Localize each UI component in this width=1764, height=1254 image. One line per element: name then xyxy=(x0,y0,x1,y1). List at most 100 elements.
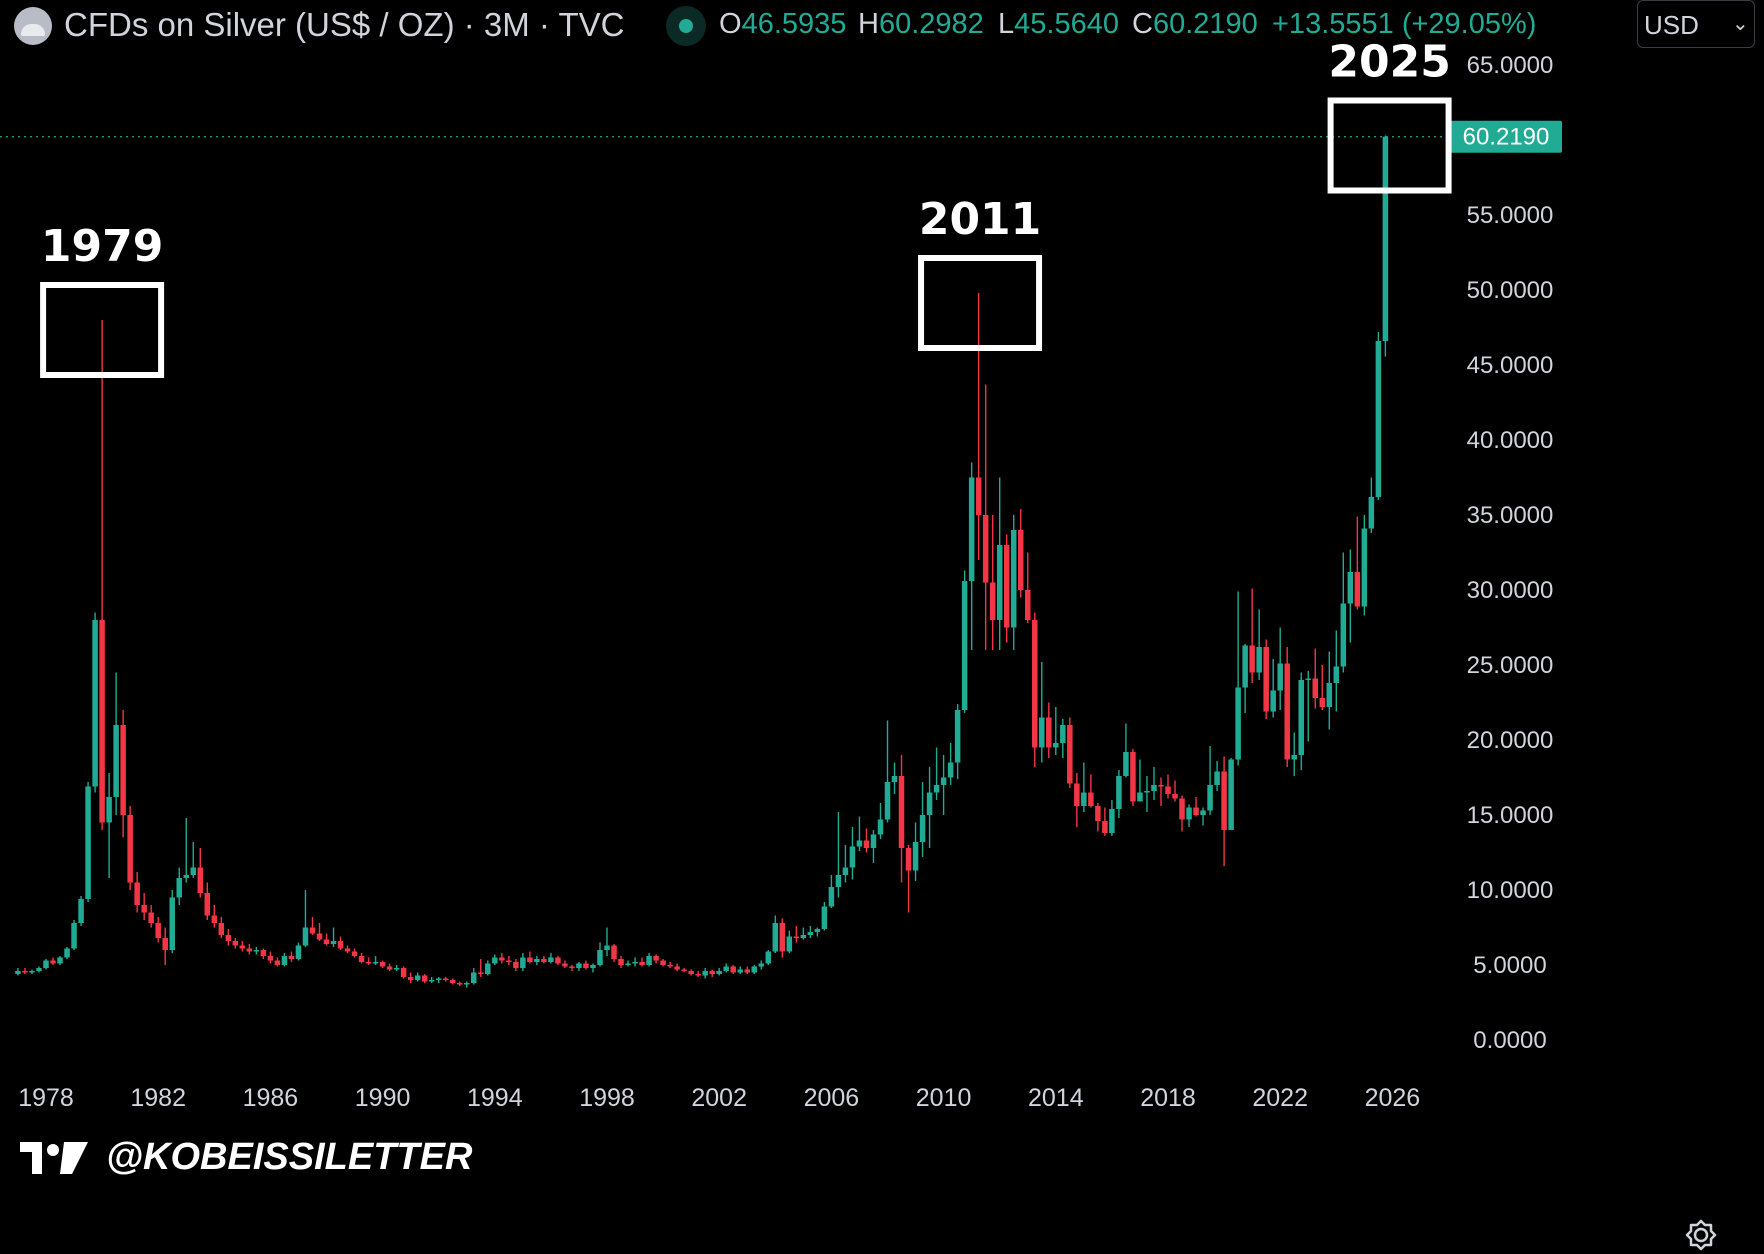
candle-body xyxy=(155,923,161,938)
candle-body xyxy=(772,923,779,952)
candle-body xyxy=(1109,809,1115,833)
candle-body xyxy=(730,966,736,973)
candle-body xyxy=(393,968,400,970)
settings-gear-icon[interactable] xyxy=(1684,1218,1718,1252)
time-axis[interactable]: 1978 1982 1986 1990 1994 1998 2002 2006 2010 2014… xyxy=(18,1084,1420,1112)
candle-body xyxy=(78,899,84,923)
candle-body xyxy=(1375,341,1382,497)
x-tick-label: 1994 xyxy=(467,1084,523,1112)
candle-body xyxy=(85,786,91,899)
candle-body xyxy=(372,962,379,964)
candle-body xyxy=(947,762,954,778)
candle-body xyxy=(989,582,996,620)
candle-body xyxy=(513,962,519,968)
candle-body xyxy=(709,971,715,974)
x-tick-label: 2022 xyxy=(1252,1084,1308,1112)
candle-body xyxy=(485,963,491,974)
candle-body xyxy=(92,620,98,787)
candle-body xyxy=(1116,776,1122,809)
candle-body xyxy=(954,710,961,763)
candle-body xyxy=(1354,572,1361,607)
candle-body xyxy=(1270,690,1276,712)
candle-body xyxy=(358,956,365,962)
candle-body xyxy=(267,956,274,961)
candle-body xyxy=(400,968,407,977)
y-tick-label: 50.0000 xyxy=(1467,277,1554,304)
candles-layer xyxy=(15,135,1389,988)
candle-body xyxy=(183,875,189,878)
candle-body xyxy=(807,932,814,935)
candle-body xyxy=(176,878,182,898)
candle-body xyxy=(1207,785,1213,811)
candle-body xyxy=(323,939,330,944)
candle-body xyxy=(127,815,133,883)
candle-body xyxy=(527,957,533,962)
candle-body xyxy=(344,948,351,952)
x-tick-label: 2002 xyxy=(691,1084,747,1112)
candle-body xyxy=(1333,666,1340,683)
symbol-title[interactable]: CFDs on Silver (US$ / OZ) · 3M · TVC xyxy=(64,6,625,43)
currency-selector[interactable]: USD ⌄ xyxy=(1637,0,1755,48)
candle-body xyxy=(541,959,547,962)
candle-body xyxy=(688,971,694,974)
candle-body xyxy=(57,957,63,964)
candle-body xyxy=(877,819,884,835)
last-price-badge xyxy=(1450,120,1562,153)
candle-body xyxy=(674,966,680,970)
candle-body xyxy=(625,963,631,965)
candle-body xyxy=(464,983,470,985)
candle-body xyxy=(702,971,708,976)
ohlc-change: +13.5551 (+29.05%) xyxy=(1272,8,1537,40)
y-tick-label: 25.0000 xyxy=(1467,652,1554,679)
candle-body xyxy=(863,840,870,848)
candle-body xyxy=(758,963,765,967)
ohlc-close-value: 60.2190 xyxy=(1152,8,1258,40)
candle-body xyxy=(646,956,652,965)
candle-body xyxy=(982,515,989,583)
candle-body xyxy=(148,912,154,923)
candle-body xyxy=(1291,755,1297,760)
candle-body xyxy=(351,951,358,956)
candle-body xyxy=(232,941,239,946)
ohlc-low-value: 45.5640 xyxy=(1014,8,1119,40)
candle-body xyxy=(681,969,687,971)
candle-body xyxy=(1249,645,1255,673)
candle-body xyxy=(1305,678,1311,680)
candle-body xyxy=(471,972,477,983)
candle-body xyxy=(414,975,421,980)
candle-body xyxy=(744,969,750,973)
candle-body xyxy=(36,968,42,971)
candle-body xyxy=(1221,771,1227,830)
x-tick-label: 2014 xyxy=(1028,1084,1084,1112)
candle-body xyxy=(849,846,856,868)
candle-body xyxy=(786,936,793,952)
candle-body xyxy=(814,929,821,932)
candle-body xyxy=(309,927,316,934)
candle-body xyxy=(169,897,175,950)
candle-body xyxy=(1017,530,1024,590)
candle-body xyxy=(534,959,540,962)
candle-body xyxy=(29,971,35,973)
candle-body xyxy=(975,477,982,515)
candle-body xyxy=(723,966,729,971)
highlight-box xyxy=(918,255,1043,351)
candle-body xyxy=(499,957,505,961)
candle-body xyxy=(246,948,253,952)
candle-body xyxy=(71,923,77,949)
candle-body xyxy=(898,776,905,848)
candle-body xyxy=(1144,791,1150,793)
chevron-down-icon: ⌄ xyxy=(1732,13,1749,35)
market-status-icon[interactable] xyxy=(666,6,706,46)
candle-body xyxy=(933,785,940,793)
candle-body xyxy=(618,959,624,965)
candle-body xyxy=(478,972,484,974)
price-axis[interactable]: 60.2190 65.0000 55.0000 50.0000 45.0000 40.00… xyxy=(0,52,1562,1054)
candle-body xyxy=(141,905,147,913)
candle-body xyxy=(737,969,743,973)
candle-body xyxy=(1277,663,1283,691)
candle-body xyxy=(695,974,701,976)
candle-body xyxy=(506,960,512,962)
x-tick-label: 2010 xyxy=(916,1084,972,1112)
candle-body xyxy=(1165,786,1171,794)
